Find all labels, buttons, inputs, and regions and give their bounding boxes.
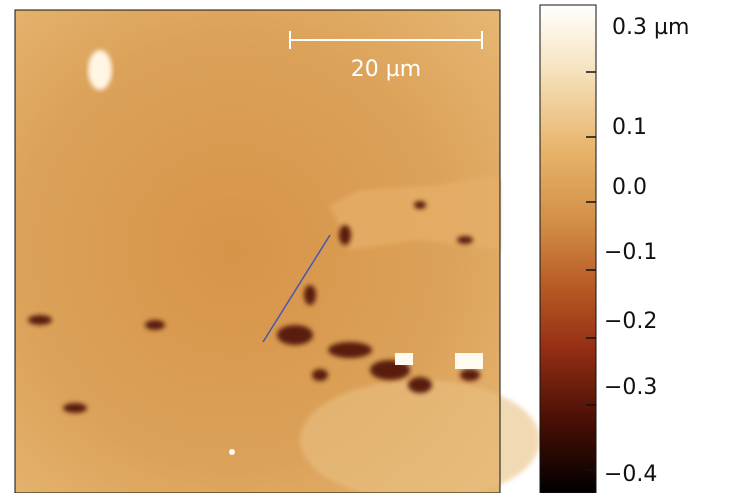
scale-bar-label: 20 µm (351, 57, 421, 82)
colorbar-label: 0.1 (612, 115, 647, 140)
colorbar-ticks (586, 71, 596, 471)
colorbar-label: −0.2 (604, 309, 657, 334)
colorbar-label: −0.1 (604, 240, 657, 265)
colorbar: 0.3 µm 0.1 0.0 −0.1 −0.2 −0.3 −0.4 (539, 4, 689, 494)
scale-bar (289, 31, 483, 49)
colorbar-labels: 0.3 µm 0.1 0.0 −0.1 −0.2 −0.3 −0.4 (604, 15, 689, 487)
colorbar-label: −0.3 (604, 375, 657, 400)
colorbar-label: 0.3 µm (612, 15, 689, 40)
afm-image: 20 µm (14, 9, 540, 497)
colorbar-label: −0.4 (604, 462, 657, 487)
colorbar-label: 0.0 (612, 175, 647, 200)
